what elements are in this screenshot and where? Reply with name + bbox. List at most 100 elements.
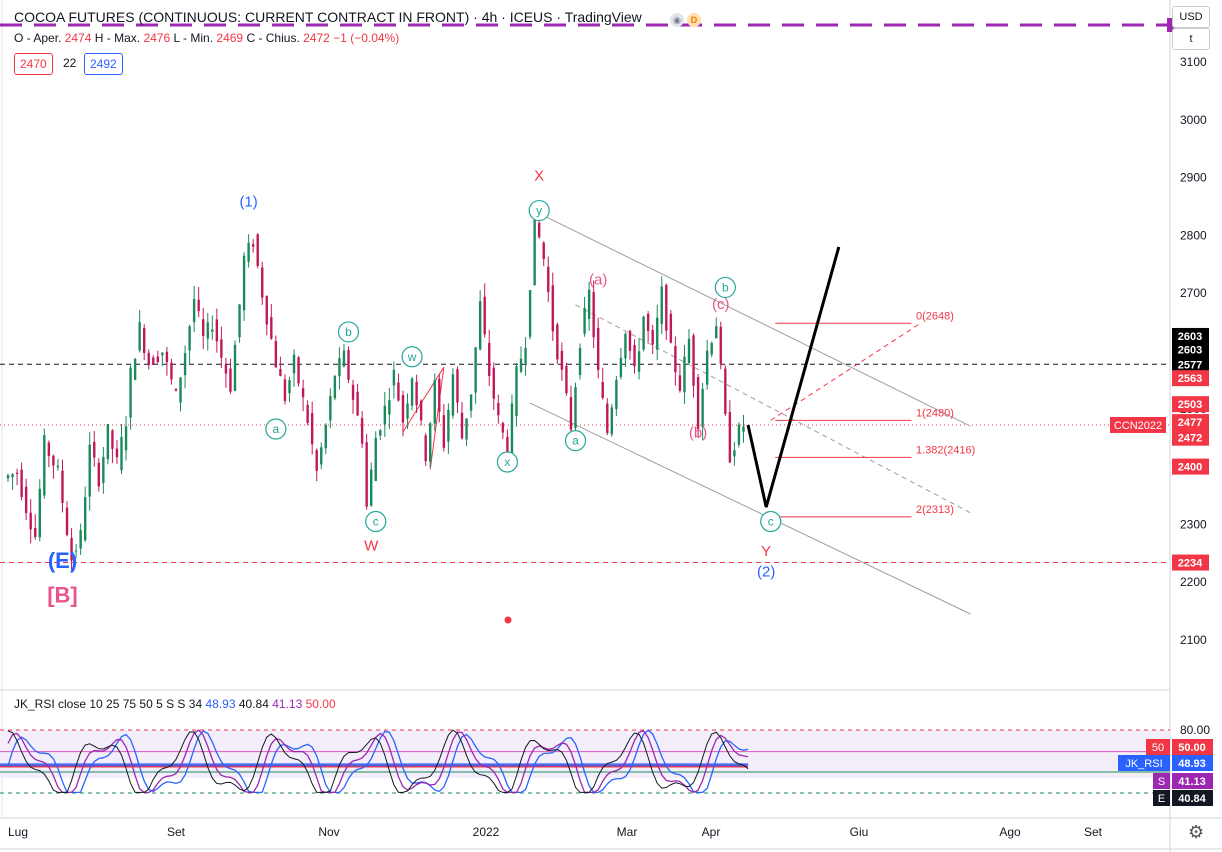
price-tag: 2400 [1178, 462, 1202, 474]
candle-body [20, 469, 23, 498]
wave-label: (2) [757, 563, 775, 580]
marker-dot [504, 616, 512, 624]
candle-body [597, 327, 600, 370]
price-tag: 2234 [1178, 558, 1203, 570]
wave-label: b [722, 280, 729, 294]
candle-body [315, 450, 318, 471]
candle-body [156, 356, 160, 363]
delayed-data-icon[interactable]: D [687, 13, 701, 27]
candle-body [665, 284, 668, 331]
candle-body [705, 350, 709, 385]
candle-body [120, 436, 123, 471]
sell-button[interactable]: 2470 [14, 53, 53, 75]
wave-label-circle [337, 321, 360, 343]
candle-body [660, 286, 663, 324]
spread-value: 22 [63, 53, 77, 73]
candle-body [524, 347, 527, 364]
wave-label: (c) [712, 296, 730, 313]
price-tick-label: 3000 [1180, 113, 1207, 127]
candle-body [174, 389, 178, 391]
rsi-value-2: 40.84 [238, 697, 269, 711]
candle-body [329, 395, 332, 421]
candle-body [24, 486, 28, 513]
candle-body [578, 348, 582, 375]
price-tag-bg [1172, 370, 1209, 387]
price-tick-label: 2700 [1180, 286, 1207, 300]
candle-body [419, 400, 423, 421]
rsi-tag-value: 41.13 [1178, 776, 1206, 788]
candle-body [29, 512, 32, 530]
wave-label: [B] [47, 582, 78, 607]
rsi-tag-label: 50 [1152, 742, 1164, 754]
candle-body [320, 447, 323, 465]
candle-body [6, 475, 10, 479]
candle-body [619, 357, 623, 377]
candle-body [161, 352, 164, 356]
candle-body [565, 366, 568, 394]
candle-body [61, 470, 64, 503]
candle-body [465, 418, 468, 440]
price-tag-bg [1172, 429, 1209, 446]
candle-body [533, 209, 536, 286]
candle-body [537, 222, 541, 238]
rsi-tag-label: S [1158, 776, 1165, 788]
candle-body [197, 299, 200, 312]
price-tag: 2603 [1178, 331, 1202, 343]
candle-body [424, 435, 427, 462]
candle-body [515, 366, 518, 417]
candle-body [211, 329, 214, 332]
wave-label: c [768, 515, 774, 529]
candle-body [469, 394, 473, 411]
time-tick-label: Lug [8, 825, 28, 839]
time-tick-label: Ago [999, 825, 1021, 839]
candle-body [288, 380, 291, 394]
candle-body [310, 413, 314, 445]
candle-body [383, 405, 387, 425]
candle-body [206, 322, 209, 339]
candle-body [701, 388, 704, 427]
candle-body [342, 350, 346, 367]
candle-body [442, 415, 446, 448]
candle-body [519, 358, 523, 372]
wave-label: (a) [589, 272, 607, 289]
rsi-tag-label: E [1158, 793, 1165, 805]
currency-select[interactable]: USD [1172, 6, 1210, 28]
wave-label: X [534, 167, 544, 184]
rsi-legend: JK_RSI close 10 25 75 50 5 S S 34 48.93 … [14, 697, 336, 711]
candle-body [74, 550, 78, 552]
candle-body [497, 402, 500, 416]
buy-button[interactable]: 2492 [84, 53, 123, 75]
candle-body [247, 242, 250, 262]
candle-body [606, 403, 609, 433]
candle-body [224, 364, 228, 374]
scale-mode-button[interactable]: t [1172, 28, 1210, 50]
candle-body [551, 285, 554, 332]
close-label: C - Chius. [246, 31, 300, 45]
rsi-tag-label-bg [1153, 790, 1170, 806]
time-tick-label: Mar [617, 825, 638, 839]
price-tag-bg [1172, 327, 1209, 344]
wave-label-circle [401, 346, 423, 368]
rsi-tag-value: 50.00 [1178, 742, 1206, 754]
rsi-value-3: 41.13 [272, 697, 303, 711]
rsi-axis-tick: 80.00 [1180, 723, 1210, 737]
eye-icon[interactable]: ◉ [670, 13, 684, 27]
candle-body [628, 330, 632, 351]
symbol-tag-bg [1110, 416, 1166, 433]
candle-body [624, 333, 627, 359]
candle-body [15, 472, 19, 474]
price-tag-bg [1172, 341, 1209, 358]
wave-label: W [364, 537, 379, 554]
candle-body [429, 423, 432, 462]
candle-body [351, 384, 355, 400]
candle-body [710, 343, 713, 355]
price-tag-bg [1172, 414, 1209, 431]
candle-body [633, 345, 636, 367]
candle-body [733, 450, 736, 457]
price-tick-label: 2900 [1180, 171, 1207, 185]
candle-body [279, 369, 282, 376]
candle-body [192, 299, 196, 323]
candle-body [683, 356, 686, 393]
settings-gear-icon[interactable]: ⚙ [1188, 822, 1205, 842]
